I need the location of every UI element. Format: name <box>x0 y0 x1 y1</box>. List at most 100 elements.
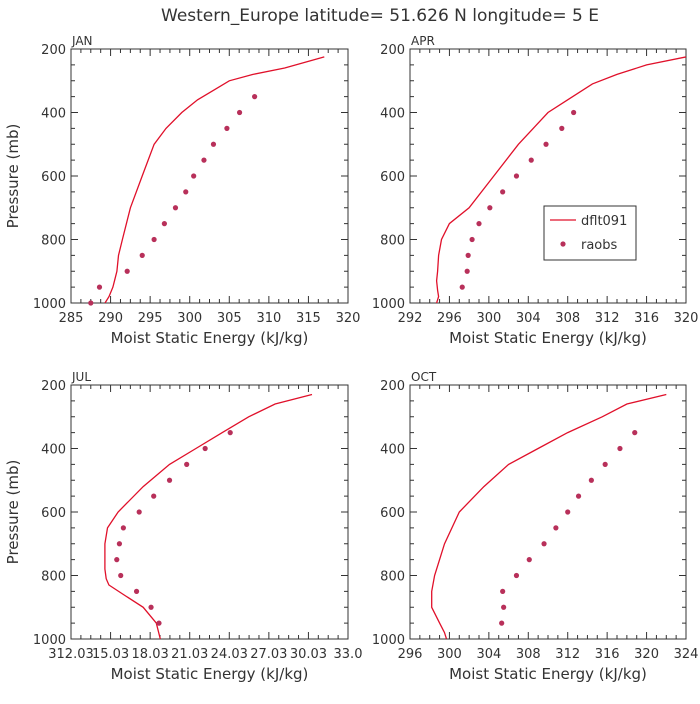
x-axis-label-oct: Moist Static Energy (kJ/kg) <box>449 665 647 683</box>
x-tick-label-apr: 316 <box>634 311 659 326</box>
x-tick-label-oct: 320 <box>634 647 659 662</box>
obs-point-jan <box>236 109 243 116</box>
obs-point-jul <box>156 620 162 626</box>
obs-point-oct <box>499 620 505 626</box>
x-tick-label-jul: 30.03 <box>290 647 327 662</box>
obs-point-jan <box>124 268 130 274</box>
x-tick-label-oct: 296 <box>398 647 423 662</box>
obs-point-jan <box>151 236 157 243</box>
y-tick-label-jul: 800 <box>41 570 66 585</box>
x-tick-label-jan: 285 <box>59 311 84 326</box>
x-tick-label-apr: 320 <box>674 311 699 326</box>
obs-point-apr <box>500 189 506 195</box>
x-axis-label-jan: Moist Static Energy (kJ/kg) <box>111 329 309 347</box>
obs-point-oct <box>526 557 532 563</box>
x-tick-label-jul: 21.03 <box>171 647 208 662</box>
y-axis-label-jan: Pressure (mb) <box>4 124 22 229</box>
legend-apr: dflt091 raobs <box>543 205 637 261</box>
y-tick-label-oct: 400 <box>380 443 405 458</box>
model-line-jan <box>104 56 325 303</box>
obs-point-jul <box>120 525 126 531</box>
obs-point-apr <box>465 252 471 258</box>
obs-point-apr <box>513 173 520 179</box>
obs-point-apr <box>469 236 475 243</box>
x-tick-label-apr: 312 <box>595 311 620 326</box>
plot-frame-apr <box>409 48 687 304</box>
obs-point-oct <box>575 493 582 499</box>
y-tick-label-jul: 400 <box>41 443 66 458</box>
obs-point-jul <box>133 588 140 594</box>
y-tick-label-oct: 1000 <box>372 633 405 648</box>
x-tick-label-jan: 320 <box>336 311 361 326</box>
x-tick-label-oct: 304 <box>476 647 501 662</box>
obs-point-jan <box>201 157 207 163</box>
plot-frame-jul <box>70 384 349 640</box>
obs-point-jan <box>210 141 217 147</box>
obs-point-jan <box>191 173 197 179</box>
obs-point-apr <box>559 125 565 131</box>
y-tick-label-apr: 800 <box>380 234 405 249</box>
x-axis-label-apr: Moist Static Energy (kJ/kg) <box>449 329 647 347</box>
obs-point-oct <box>588 477 594 483</box>
x-tick-label-apr: 304 <box>516 311 541 326</box>
obs-point-apr <box>459 284 465 290</box>
x-tick-label-jan: 290 <box>98 311 123 326</box>
obs-point-oct <box>513 572 520 579</box>
y-tick-label-oct: 600 <box>380 506 405 521</box>
obs-point-apr <box>464 268 470 274</box>
legend-box <box>543 205 637 261</box>
obs-point-jul <box>227 430 233 436</box>
y-tick-label-apr: 200 <box>380 43 405 58</box>
obs-point-jan <box>139 252 145 258</box>
obs-point-oct <box>541 541 547 547</box>
obs-point-jan <box>161 221 167 227</box>
model-line-oct <box>431 393 667 639</box>
y-tick-label-apr: 600 <box>380 170 405 185</box>
x-tick-label-jan: 295 <box>138 311 163 326</box>
legend-model-label: dflt091 <box>581 214 627 229</box>
obs-point-apr <box>528 157 534 163</box>
y-tick-label-jan: 1000 <box>33 297 66 312</box>
panel-title-oct: OCT <box>411 370 437 384</box>
legend-obs-label: raobs <box>581 238 618 253</box>
x-tick-label-oct: 316 <box>595 647 620 662</box>
figure-title: Western_Europe latitude= 51.626 N longit… <box>161 6 599 26</box>
panel-apr: APR 1000 800 600 400 200 292 296 300 304 308 312 316… <box>372 34 699 347</box>
y-tick-label-jan: 600 <box>41 170 66 185</box>
obs-point-oct <box>632 430 638 436</box>
obs-point-jul <box>114 557 120 563</box>
obs-point-apr <box>543 141 549 147</box>
obs-point-apr <box>476 221 482 227</box>
obs-point-jan <box>252 94 258 100</box>
x-tick-label-jul: 33.0 <box>334 647 363 662</box>
obs-point-jul <box>202 445 208 452</box>
legend-obs-swatch <box>560 241 566 247</box>
panel-oct: OCT 1000 800 600 400 200 296 300 304 308 312 316 320… <box>372 370 699 683</box>
model-line-apr <box>435 56 686 303</box>
obs-point-jul <box>148 604 154 610</box>
x-tick-label-jul: 18.03 <box>132 647 169 662</box>
x-tick-label-oct: 308 <box>516 647 541 662</box>
x-tick-label-jul: 15.03 <box>92 647 129 662</box>
obs-point-jul <box>136 509 142 515</box>
plot-frame-oct <box>409 384 687 640</box>
x-tick-label-oct: 312 <box>555 647 580 662</box>
obs-point-oct <box>553 525 559 531</box>
x-tick-label-apr: 292 <box>398 311 423 326</box>
x-tick-label-jul: 312.03 <box>48 647 94 662</box>
obs-point-jan <box>96 284 103 290</box>
obs-point-oct <box>617 445 623 452</box>
y-tick-label-jul: 1000 <box>33 633 66 648</box>
obs-point-apr <box>487 205 493 211</box>
x-tick-label-apr: 300 <box>476 311 501 326</box>
obs-point-jul <box>184 461 190 467</box>
panel-title-jul: JUL <box>71 370 91 384</box>
x-tick-label-jan: 300 <box>177 311 202 326</box>
x-tick-label-apr: 308 <box>555 311 580 326</box>
panel-title-jan: JAN <box>71 34 93 48</box>
panel-title-apr: APR <box>411 34 435 48</box>
x-tick-label-oct: 324 <box>674 647 699 662</box>
obs-point-jan <box>172 205 179 211</box>
